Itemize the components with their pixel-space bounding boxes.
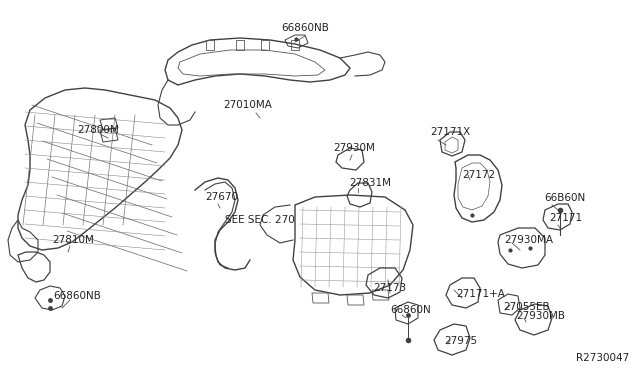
Text: 27930MA: 27930MA: [504, 235, 553, 245]
Text: 27800M: 27800M: [77, 125, 119, 135]
Text: 27810M: 27810M: [52, 235, 94, 245]
Text: 27171: 27171: [549, 213, 582, 223]
Text: 66860N: 66860N: [390, 305, 431, 315]
Text: 27975: 27975: [444, 336, 477, 346]
Text: 27930M: 27930M: [333, 143, 375, 153]
Text: 27010MA: 27010MA: [223, 100, 273, 110]
Text: 27670: 27670: [205, 192, 238, 202]
Text: R2730047: R2730047: [576, 353, 629, 363]
Text: SEE SEC. 270: SEE SEC. 270: [225, 215, 295, 225]
Text: 66B60N: 66B60N: [544, 193, 585, 203]
Text: 66860NB: 66860NB: [53, 291, 101, 301]
Text: 66860NB: 66860NB: [281, 23, 329, 33]
Text: 27173: 27173: [373, 283, 406, 293]
Text: 27930MB: 27930MB: [516, 311, 565, 321]
Text: 27831M: 27831M: [349, 178, 391, 188]
Text: 27172: 27172: [462, 170, 495, 180]
Text: 27171+A: 27171+A: [456, 289, 505, 299]
Text: 27055EB: 27055EB: [503, 302, 550, 312]
Text: 27171X: 27171X: [430, 127, 470, 137]
